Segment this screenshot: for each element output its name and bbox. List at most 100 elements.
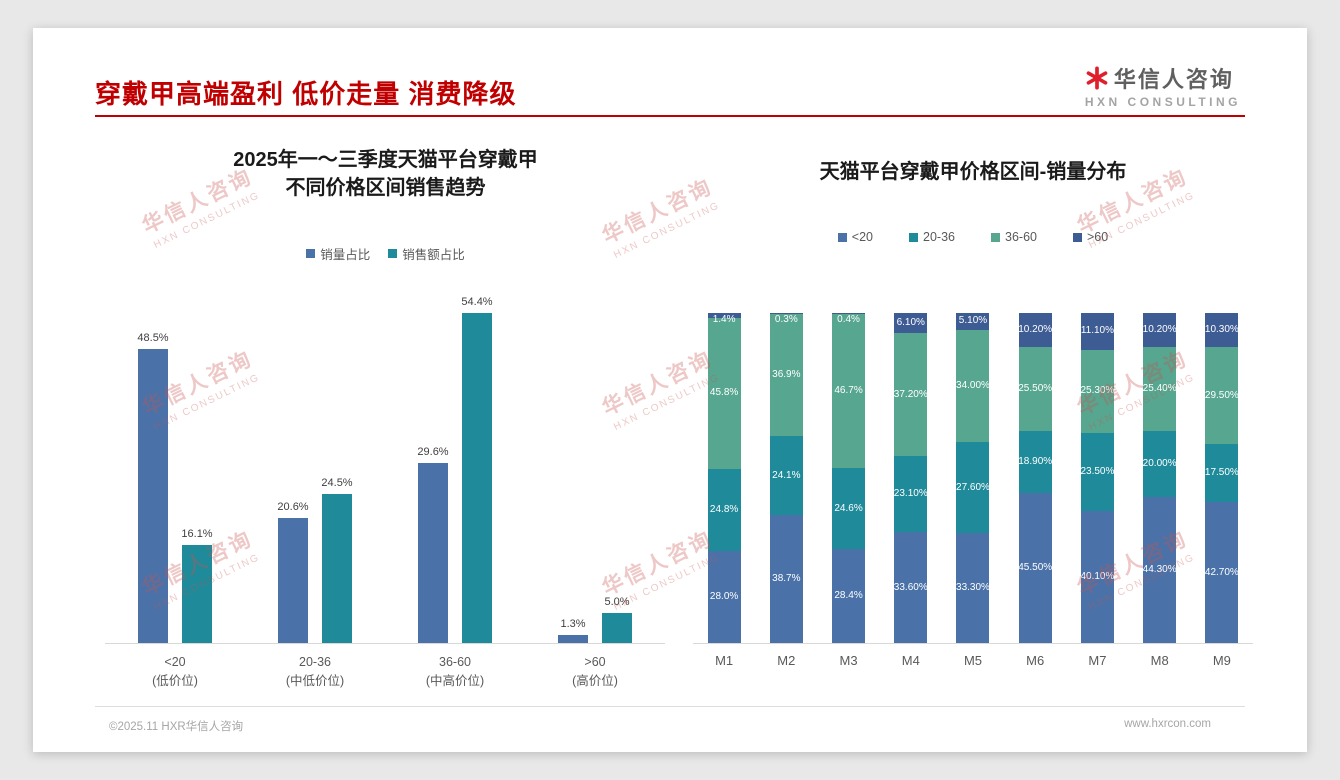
segment-value-label: 10.20% (1018, 323, 1052, 335)
bar: 29.6% (417, 446, 449, 643)
legend-swatch-icon (306, 249, 316, 258)
logo-row: 华信人咨询 (1085, 62, 1234, 94)
segment-value-label: 23.50% (1080, 465, 1114, 477)
bar-segment (894, 333, 928, 456)
segment-value-label: 28.4% (834, 590, 863, 602)
segment-value-label: 42.70% (1205, 566, 1239, 578)
legend-label: 36-60 (1005, 230, 1037, 244)
legend-swatch-icon (1072, 232, 1082, 242)
legend-item: 销量占比 (306, 244, 370, 263)
segment-value-label: 10.20% (1143, 323, 1177, 335)
segment-value-label: 45.8% (709, 387, 739, 399)
bar-segment (1080, 510, 1114, 643)
segment-value-label: 36.9% (772, 368, 801, 380)
month-label: M9 (1212, 653, 1231, 668)
stacked-bar: 10.30% 29.50% 17.50% 42.70% (1205, 313, 1239, 643)
stacked-bar: 1.4% 45.8% 24.8% 28.0% (707, 313, 741, 643)
bar-segment (832, 314, 866, 469)
bar-pair: 20.6% 24.5% (277, 477, 353, 643)
month-label: M7 (1088, 653, 1107, 668)
category-sublabel: (中低价位) (285, 673, 345, 688)
page-title: 穿戴甲高端盈利 低价走量 消费降级 (95, 79, 517, 109)
stacked-bar-chart: 1.4% 45.8% 24.8% 28.0% 0.3% 36.9% 24.1% 38.7% 0.… (693, 313, 1253, 668)
asterisk-logo-icon (1085, 66, 1109, 90)
segment-value-label: 24.6% (834, 502, 863, 514)
bar-segment (769, 515, 803, 643)
stacked-categories: M1 M2 M3 M4 M5 M6 M7 M8 M9 (693, 653, 1253, 668)
bar-value-label: 16.1% (181, 528, 213, 541)
segment-value-label: 46.7% (834, 385, 863, 397)
legend-swatch-icon (388, 249, 398, 258)
bar-segment (956, 442, 990, 534)
month-label: M2 (777, 653, 796, 668)
segment-value-label: 23.10% (894, 488, 928, 499)
stacked-plot: 1.4% 45.8% 24.8% 28.0% 0.3% 36.9% 24.1% 38.7% 0.… (693, 313, 1253, 644)
company-logo: 华信人咨询 HXN CONSULTING (1085, 62, 1241, 109)
segment-value-label: 27.60% (956, 481, 990, 493)
bar-segment (1080, 433, 1114, 511)
segment-value-label: 11.10% (1080, 325, 1114, 337)
segment-value-label: 25.50% (1018, 382, 1052, 394)
category-label: <20 (低价位) (105, 653, 245, 691)
legend-item: <20 (837, 230, 873, 244)
stacked-bar: 10.20% 25.50% 18.90% 45.50% (1018, 313, 1052, 643)
segment-value-label: 10.30% (1205, 323, 1239, 335)
segment-value-label: 34.00% (956, 379, 990, 391)
legend-item: >60 (1072, 230, 1108, 244)
bar-segment (707, 313, 741, 318)
bar-segment (832, 313, 866, 315)
segment-value-label: 20.00% (1143, 457, 1177, 469)
bar-segment (894, 455, 928, 533)
bar-segment (1018, 492, 1052, 643)
left-chart-title-line1: 2025年一～三季度天猫平台穿戴甲 (233, 149, 538, 171)
stacked-bar-cell: 10.20% 25.40% 20.00% 44.30% (1129, 313, 1191, 643)
logo-subtitle: HXN CONSULTING (1084, 95, 1241, 109)
bar: 1.3% (558, 618, 588, 643)
stacked-bar-cell: 1.4% 45.8% 24.8% 28.0% (693, 313, 755, 643)
logo-name: 华信人咨询 (1113, 67, 1234, 92)
bar-group: 48.5% 16.1% (105, 332, 245, 643)
category-name: >60 (584, 655, 606, 669)
bar-segment (1080, 349, 1114, 434)
month-label: M3 (839, 653, 858, 668)
stacked-bar: 0.4% 46.7% 24.6% 28.4% (832, 313, 866, 643)
bar-value-label: 20.6% (277, 501, 309, 513)
segment-value-label: 0.4% (837, 314, 860, 325)
bar-segment (956, 313, 990, 330)
bar-segment (956, 533, 990, 643)
bar: 16.1% (181, 528, 213, 643)
bar: 20.6% (277, 501, 309, 643)
segment-value-label: 5.10% (958, 315, 988, 327)
footer-copyright: ©2025.11 HXR华信人咨询 (109, 721, 244, 733)
bar-segment (894, 313, 928, 334)
bar-segment (1143, 313, 1177, 347)
slide-card: 穿戴甲高端盈利 低价走量 消费降级 华信人咨询 HXN CONSULTING 2… (33, 28, 1307, 752)
segment-value-label: 29.50% (1205, 389, 1239, 401)
bar-group: 29.6% 54.4% (385, 296, 525, 643)
footer-website: www.hxrcon.com (1124, 718, 1211, 730)
bar-pair: 29.6% 54.4% (417, 296, 493, 643)
category-label: 36-60 (中高价位) (385, 653, 525, 691)
bar-value-label: 1.3% (560, 618, 586, 631)
footer-divider (95, 706, 1245, 707)
segment-value-label: 38.7% (772, 573, 801, 585)
title-underline (95, 115, 1245, 117)
stacked-bar-cell: 6.10% 37.20% 23.10% 33.60% (880, 313, 942, 643)
bar-segment (1080, 313, 1114, 350)
bar-segment (707, 468, 741, 551)
bar-segment (1143, 430, 1177, 497)
month-label: M1 (715, 653, 734, 668)
grouped-categories: <20 (低价位) 20-36 (中低价位) 36-60 (中高价位) >60 (高价位) (105, 653, 665, 691)
category-sublabel: (中高价位) (425, 673, 485, 688)
bar-group: 1.3% 5.0% (525, 596, 665, 643)
segment-value-label: 33.30% (956, 582, 990, 594)
stacked-bar: 0.3% 36.9% 24.1% 38.7% (769, 313, 803, 643)
bar-segment (956, 329, 990, 443)
stacked-bar-cell: 11.10% 25.30% 23.50% 40.10% (1066, 313, 1128, 643)
right-chart-title-line1: 天猫平台穿戴甲价格区间-销量分布 (819, 161, 1127, 183)
bar: 24.5% (321, 477, 353, 643)
bar-group: 20.6% 24.5% (245, 477, 385, 643)
right-chart-title: 天猫平台穿戴甲价格区间-销量分布 (693, 158, 1253, 186)
bar-segment (832, 549, 866, 643)
segment-value-label: 24.1% (772, 469, 801, 481)
